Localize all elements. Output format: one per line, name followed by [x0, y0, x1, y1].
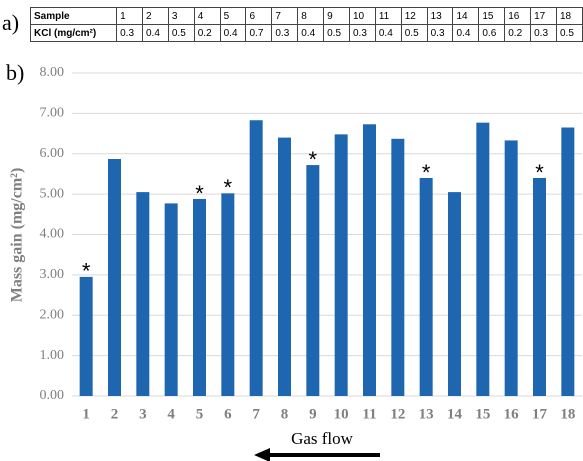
bar [391, 138, 405, 396]
x-tick-label: 2 [111, 406, 119, 422]
bar [533, 177, 546, 396]
x-tick-label: 4 [167, 406, 175, 422]
bar [193, 198, 206, 396]
bar [221, 193, 235, 396]
bar [419, 177, 433, 396]
y-tick-label: 8.00 [40, 65, 65, 80]
x-tick-label: 12 [390, 406, 405, 422]
x-tick-label: 9 [309, 406, 317, 422]
bar [306, 165, 320, 396]
table-cell: 0.4 [374, 24, 402, 42]
x-tick-label: 11 [362, 406, 376, 422]
x-tick-label: 13 [419, 406, 434, 422]
x-tick-label: 16 [504, 406, 520, 422]
bar [476, 122, 490, 396]
x-tick-label: 6 [224, 406, 232, 422]
table-cell: 8 [297, 7, 325, 25]
panel-label: b) [6, 60, 24, 85]
x-tick-label: 10 [334, 406, 349, 422]
table-cell: 0.5 [323, 24, 350, 42]
table-cell: 0.5 [400, 24, 428, 42]
table-cell: 0.3 [271, 24, 299, 42]
table-row: KCl (mg/cm²) 0.3 0.4 0.5 0.2 0.4 0.7 0.3 0.4 0.5 0… [29, 24, 583, 42]
annotation: * [309, 147, 318, 172]
bar [504, 140, 518, 396]
bar [108, 158, 121, 396]
y-tick-label: 5.00 [40, 186, 65, 201]
x-axis-title: Gas flow [291, 429, 354, 448]
y-tick-label: 6.00 [40, 146, 65, 161]
table-cell: KCl (mg/cm²) [29, 24, 118, 42]
y-tick-label: 4.00 [40, 227, 65, 242]
x-tick-label: 14 [447, 406, 463, 422]
table-cell: 0.6 [478, 24, 506, 42]
x-tick-label: 8 [281, 406, 289, 422]
bar [448, 192, 461, 396]
bar [136, 192, 150, 396]
table-cell: 0.2 [193, 24, 221, 42]
y-tick-label: 3.00 [40, 267, 65, 282]
y-tick-label: 1.00 [40, 348, 65, 363]
panel-label: a) [2, 10, 20, 35]
table-cell: 0.4 [452, 24, 480, 42]
bar [164, 203, 178, 396]
table-cell: 0.2 [504, 24, 532, 42]
annotation: * [195, 181, 204, 206]
x-tick-label: 1 [82, 406, 90, 422]
annotation: * [422, 160, 431, 185]
bar [79, 276, 93, 396]
bar [561, 127, 575, 396]
table-cell: 0.5 [555, 24, 583, 42]
table-cell: 0.4 [219, 24, 247, 42]
table-cell: 0.3 [426, 24, 454, 42]
table-cell: 7 [271, 7, 299, 25]
annotation: * [535, 160, 544, 185]
annotation: * [82, 259, 91, 284]
x-tick-label: 7 [252, 406, 260, 422]
x-tick-label: 18 [560, 406, 575, 422]
bar [363, 124, 376, 397]
x-tick-label: 3 [139, 406, 147, 422]
y-tick-label: 7.00 [40, 106, 65, 121]
table-cell: 0.4 [297, 24, 325, 42]
x-tick-label: 5 [196, 406, 204, 422]
bar [278, 137, 291, 396]
y-axis-title: Mass gain (mg/cm²) [9, 168, 26, 303]
annotation: * [224, 175, 233, 200]
table-cell: 0.3 [530, 24, 557, 42]
kcl-table: Sample 1 2 3 4 5 6 7 8 9 10 11 12 13 14 15 16 17 18 KCl (mg… [29, 7, 583, 42]
table-cell: 0.7 [245, 24, 273, 42]
x-tick-label: 15 [475, 406, 490, 422]
y-tick-label: 0.00 [40, 388, 65, 403]
table-cell: 12 [400, 7, 428, 25]
bar [334, 134, 348, 396]
y-tick-label: 2.00 [40, 307, 65, 322]
table-cell: 0.3 [348, 24, 376, 42]
bar [249, 120, 263, 397]
flow-arrow-head [254, 448, 270, 461]
x-tick-label: 17 [532, 406, 548, 422]
